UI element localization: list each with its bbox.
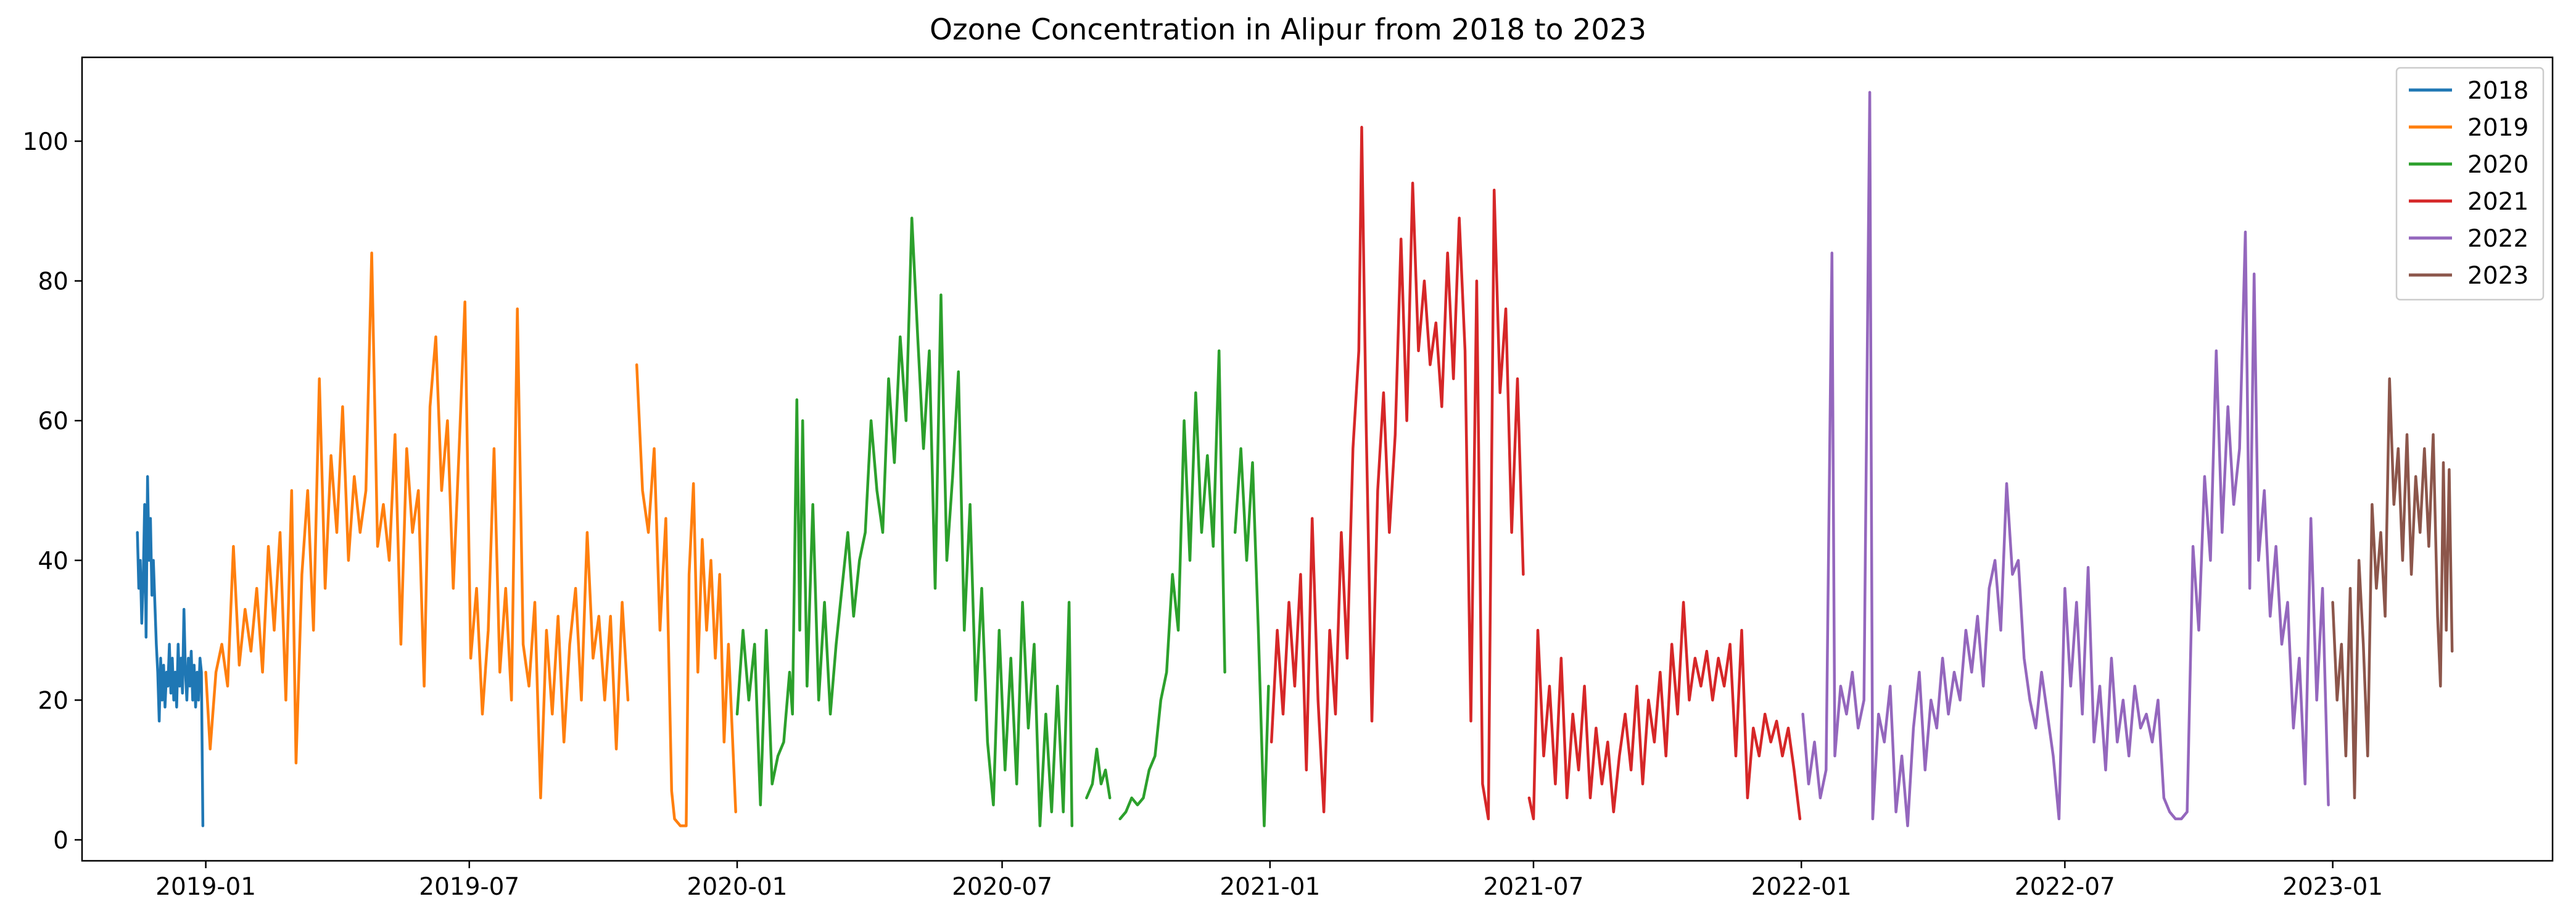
legend-label-2019: 2019	[2467, 114, 2529, 142]
series-layer	[136, 91, 2454, 828]
y-tick-label: 60	[38, 408, 68, 435]
series-line-2020	[735, 216, 1270, 828]
series-line-2019	[204, 252, 737, 828]
x-tick-label: 2022-07	[2015, 873, 2115, 901]
legend-label-2021: 2021	[2467, 188, 2529, 216]
x-axis: 2019-01 2019-07 2020-01 2020-07 2021-01 2021-…	[155, 861, 2383, 901]
chart-title: Ozone Concentration in Alipur from 2018 …	[930, 13, 1646, 47]
y-tick-label: 0	[53, 827, 68, 855]
y-axis: 0 20 40 60 80 100	[23, 128, 82, 855]
legend-label-2018: 2018	[2467, 77, 2529, 105]
series-line-2018	[136, 475, 205, 828]
legend-label-2023: 2023	[2467, 262, 2529, 290]
x-tick-label: 2020-07	[952, 873, 1052, 901]
legend-label-2020: 2020	[2467, 151, 2529, 179]
x-tick-label: 2021-07	[1483, 873, 1583, 901]
series-line-2023	[2331, 377, 2454, 800]
x-tick-label: 2023-01	[2282, 873, 2383, 901]
legend-label-2022: 2022	[2467, 225, 2529, 253]
y-tick-label: 40	[38, 548, 68, 575]
y-tick-label: 100	[23, 128, 68, 156]
plot-area	[81, 56, 2554, 862]
plot-frame	[81, 56, 2554, 862]
legend: 2018 2019 2020 2021 2022 2023	[2395, 67, 2545, 301]
y-tick-label: 80	[38, 268, 68, 296]
x-tick-label: 2019-07	[419, 873, 519, 901]
x-tick-label: 2021-01	[1220, 873, 1320, 901]
series-line-2022	[1801, 91, 2330, 828]
x-tick-label: 2019-01	[155, 873, 256, 901]
y-tick-label: 20	[38, 687, 68, 715]
series-line-2021	[1269, 126, 1802, 821]
x-tick-label: 2022-01	[1751, 873, 1852, 901]
x-tick-label: 2020-01	[687, 873, 788, 901]
